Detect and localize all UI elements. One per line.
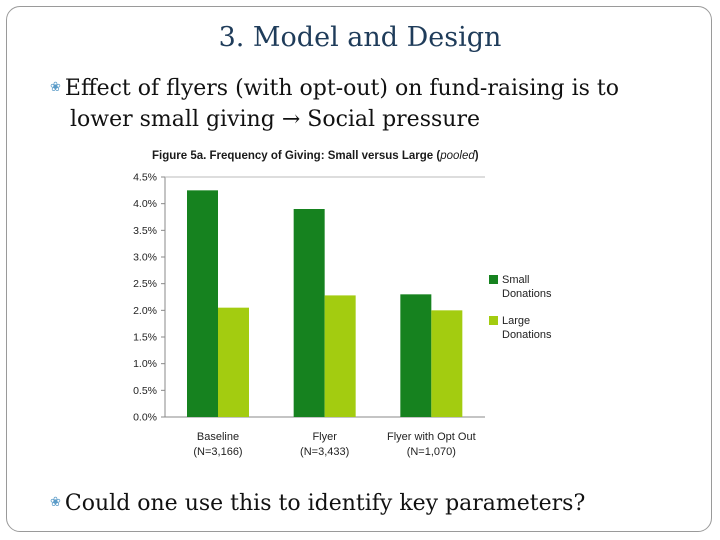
y-tick-label: 0.5% xyxy=(133,385,157,397)
bar xyxy=(431,310,463,417)
legend-label: Large xyxy=(502,315,530,327)
y-tick-label: 2.0% xyxy=(133,305,157,317)
bullet-1-line-2-post: Social pressure xyxy=(307,107,480,132)
bar-chart: Figure 5a. Frequency of Giving: Small ve… xyxy=(133,150,552,458)
y-tick-label: 2.5% xyxy=(133,278,157,290)
category-label: Flyer xyxy=(312,431,337,443)
slide-frame xyxy=(6,6,712,532)
bar xyxy=(218,307,249,417)
bullet-1-line-2-pre: lower small giving xyxy=(70,107,275,132)
chart-title: Figure 5a. Frequency of Giving: Small ve… xyxy=(152,150,479,162)
bar xyxy=(187,190,218,417)
y-tick-label: 1.0% xyxy=(133,358,157,370)
ornament-bullet-icon: ❀ xyxy=(50,80,61,95)
chart-container: Figure 5a. Frequency of Giving: Small ve… xyxy=(120,140,570,474)
y-tick-label: 4.0% xyxy=(133,198,157,210)
category-label: Baseline xyxy=(197,431,239,443)
legend-swatch xyxy=(489,316,498,325)
bullet-1-line-1: Effect of flyers (with opt-out) on fund-… xyxy=(64,76,620,101)
bar xyxy=(293,209,325,417)
category-label: Flyer with Opt Out xyxy=(387,431,476,443)
category-sublabel: (N=1,070) xyxy=(407,446,456,458)
ornament-bullet-icon: ❀ xyxy=(50,495,61,510)
y-tick-label: 0.0% xyxy=(133,412,157,424)
bar xyxy=(400,294,432,417)
legend-label: Donations xyxy=(502,288,552,300)
bullet-2-text: Could one use this to identify key param… xyxy=(64,491,586,516)
legend-label: Small xyxy=(502,274,530,286)
bullet-point-1: ❀ Effect of flyers (with opt-out) on fund… xyxy=(50,72,690,135)
slide-title: 3. Model and Design xyxy=(218,22,502,53)
arrow-icon: → xyxy=(281,107,301,132)
y-tick-label: 3.0% xyxy=(133,252,157,264)
y-tick-label: 1.5% xyxy=(133,332,157,344)
category-sublabel: (N=3,433) xyxy=(300,446,349,458)
category-sublabel: (N=3,166) xyxy=(193,446,242,458)
legend-swatch xyxy=(489,275,498,284)
bar xyxy=(324,295,356,417)
bullet-point-2: ❀ Could one use this to identify key para… xyxy=(50,487,690,519)
y-tick-label: 3.5% xyxy=(133,225,157,237)
legend-label: Donations xyxy=(502,329,552,341)
y-tick-label: 4.5% xyxy=(133,172,157,184)
